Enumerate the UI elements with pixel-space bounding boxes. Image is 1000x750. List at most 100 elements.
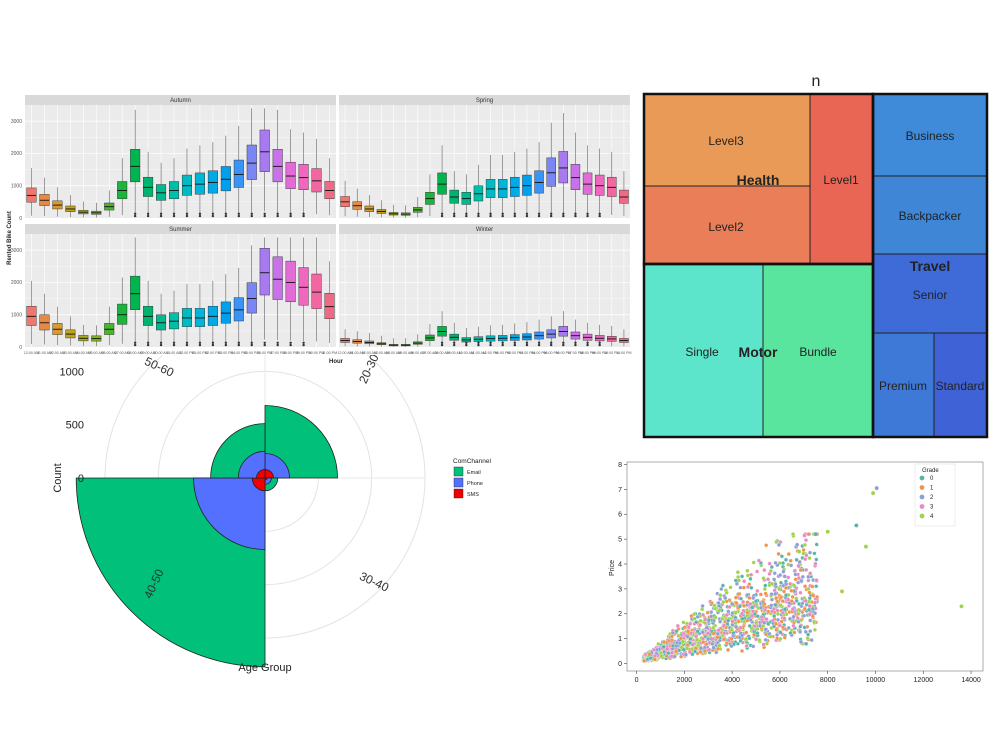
scatter-point (736, 574, 741, 580)
scatter-legend-label: 3 (930, 505, 934, 511)
scatter-point (733, 610, 738, 615)
scatter-point (796, 575, 801, 581)
scatter-point (685, 634, 690, 639)
scatter-point (825, 529, 830, 534)
x-tick-label: 06:00 PM (556, 351, 571, 355)
scatter-point (776, 551, 781, 556)
scatter-point (743, 637, 748, 642)
tile-premium (872, 332, 935, 438)
label-health: Health (737, 172, 780, 188)
scatter-point (744, 630, 749, 635)
scatter-point (678, 636, 684, 641)
scatter-point (815, 594, 820, 600)
treemap-chart: n Level3 Level2 Level1 Health Business B… (642, 73, 989, 439)
outlier-point (250, 341, 253, 345)
outlier-point (537, 212, 541, 216)
y-tick-label: 2000 (11, 280, 22, 286)
y-tick-label: 0 (19, 345, 22, 351)
outlier-point (598, 212, 601, 216)
outlier-point (250, 343, 253, 347)
label-motor: Motor (739, 344, 778, 360)
scatter-point (763, 583, 768, 588)
x-tick-label: 6000 (772, 677, 788, 684)
outlier-point (211, 212, 215, 216)
scatter-point (796, 580, 801, 585)
scatter-point (796, 619, 801, 624)
scatter-point (792, 568, 797, 573)
scatter-point (734, 581, 739, 586)
outlier-point (452, 341, 456, 345)
polar-bar-phone (193, 477, 266, 550)
outlier-point (302, 343, 305, 347)
scatter-point (674, 644, 679, 649)
x-tick-label: 07:00 AM (115, 351, 130, 355)
legend-swatch-sms (453, 488, 464, 499)
scatter-point (679, 654, 684, 659)
y-tick-label: 0 (19, 216, 22, 222)
outlier-point (440, 343, 444, 347)
scatter-point (740, 574, 745, 579)
scatter-point (764, 641, 769, 646)
outlier-point (477, 212, 480, 216)
y-tick-label: 5 (618, 537, 622, 544)
scatter-point (672, 654, 677, 659)
scatter-point (705, 610, 710, 615)
outlier-point (489, 212, 492, 216)
outlier-point (263, 341, 266, 345)
x-tick-label: 4000 (724, 677, 740, 684)
scatter-point (806, 578, 811, 583)
outlier-point (513, 212, 517, 216)
scatter-point (709, 600, 714, 606)
scatter-point (744, 644, 749, 649)
scatter-point (685, 646, 690, 651)
outlier-point (250, 214, 253, 218)
polar-legend-title: ComChannel (453, 458, 491, 465)
scatter-point (789, 588, 794, 593)
outlier-point (574, 343, 577, 347)
outlier-point (159, 341, 163, 345)
box (534, 170, 544, 194)
scatter-point (806, 532, 811, 537)
box (437, 172, 447, 195)
scatter-point (808, 618, 813, 623)
scatter-point (747, 623, 752, 629)
scatter-point (807, 550, 813, 555)
scatter-point (676, 633, 681, 638)
scatter-point (734, 624, 739, 630)
box (522, 174, 532, 196)
x-tick-label: 09:00 PM (296, 351, 311, 355)
facet-strip (339, 224, 630, 234)
scatter-point (774, 627, 779, 632)
x-tick-label: 08:00 AM (434, 351, 449, 355)
scatter-point (762, 568, 767, 573)
scatter-point (796, 563, 801, 568)
scatter-point (803, 557, 808, 562)
x-tick-label: 11:00 PM (322, 351, 337, 355)
scatter-point (751, 560, 756, 565)
x-tick-label: 12:00 PM (483, 351, 498, 355)
box (26, 305, 37, 326)
label-level1: Level1 (823, 173, 859, 187)
scatter-point (717, 608, 722, 613)
box (582, 172, 593, 195)
scatter-point (790, 607, 795, 612)
polar-bars (75, 405, 338, 668)
label-standard: Standard (936, 379, 985, 393)
facet-panel (339, 105, 630, 218)
outlier-point (146, 341, 150, 345)
scatter-point (745, 584, 750, 590)
box (594, 174, 605, 196)
treemap-title: n (812, 73, 821, 90)
scatter-point (806, 607, 811, 612)
outlier-point (537, 343, 541, 347)
scatter-point (720, 616, 725, 621)
scatter-point (798, 568, 803, 573)
boxplot-ylabel: Rented Bike Count (7, 211, 13, 265)
box (194, 172, 205, 195)
x-tick-label: 05:00 PM (244, 351, 259, 355)
facet-panel (25, 105, 336, 218)
box (220, 166, 231, 192)
x-tick-label: 05:00 PM (543, 351, 558, 355)
facet-autumn: Autumn 0 1000 2000 3000 (11, 95, 336, 222)
scatter-point (776, 542, 781, 547)
